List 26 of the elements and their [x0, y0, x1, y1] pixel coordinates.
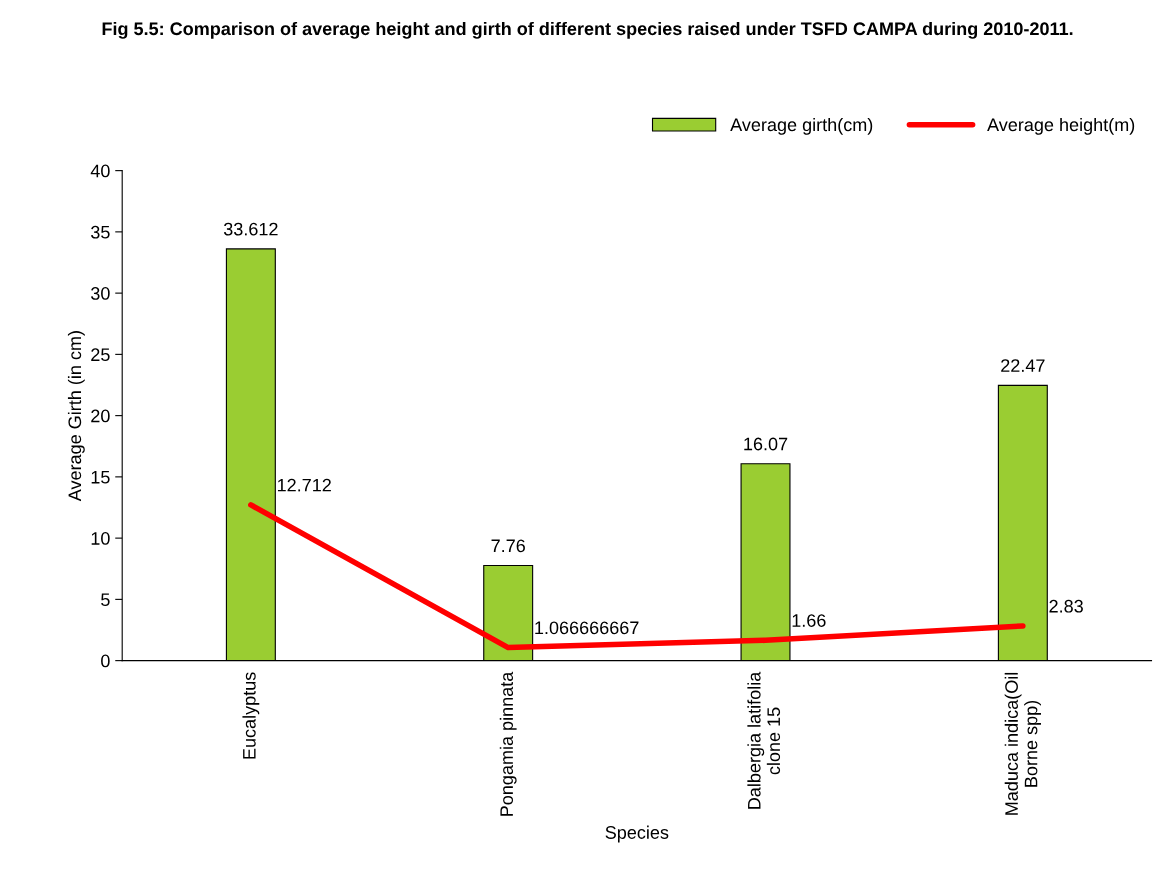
y-tick-label: 35	[91, 225, 110, 239]
x-tick-label: Dalbergia latifolia clone 15	[747, 671, 781, 809]
data-label: 22.47	[1001, 359, 1045, 372]
data-label: 1.066666667	[535, 621, 639, 635]
y-tick-label: 40	[90, 164, 110, 178]
legend-label: Average girth(cm)	[730, 117, 873, 135]
y-tick-label: 10	[91, 532, 110, 545]
x-tick-label: Pongamia pinnata	[499, 671, 517, 816]
y-tick-label: 25	[91, 348, 110, 362]
y-tick-label: 5	[101, 593, 110, 607]
x-tick-label: Eucalyptus	[242, 672, 260, 759]
data-label: 33.612	[223, 222, 278, 236]
data-label: 7.76	[491, 539, 525, 553]
y-tick-label: 30	[91, 287, 110, 300]
data-label: 12.712	[277, 478, 331, 492]
legend-label: Average height(m)	[987, 117, 1135, 135]
data-label: 1.66	[792, 614, 826, 627]
chart-title: Fig 5.5: Comparison of average height and girth of different species raised under TSFD CAMPA during 2010-2011.	[102, 21, 1073, 39]
y-tick-label: 0	[101, 654, 110, 668]
y-axis-title: Average Girth (in cm)	[67, 331, 85, 502]
data-label: 16.07	[744, 437, 788, 451]
y-tick-label: 20	[91, 409, 110, 423]
x-axis-title: Species	[605, 825, 669, 843]
data-label: 2.83	[1049, 599, 1083, 613]
x-tick-label: Maduca indica(Oil Borne spp)	[1004, 672, 1041, 815]
y-tick-label: 15	[91, 471, 110, 484]
